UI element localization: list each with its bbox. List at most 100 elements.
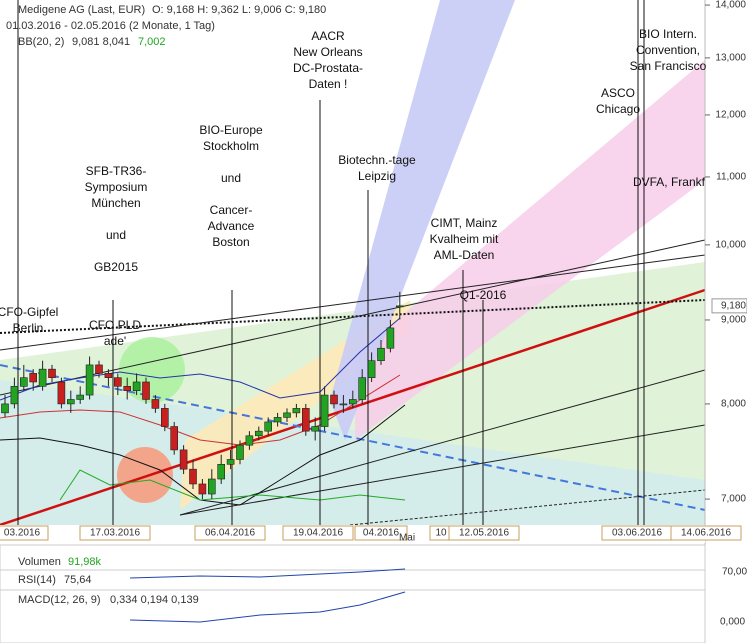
candle-body <box>208 478 216 495</box>
red-circle <box>117 447 173 503</box>
candle-body <box>76 394 84 400</box>
rsi-axis: 70,00 <box>722 567 747 578</box>
candle-body <box>217 464 225 480</box>
annotation: CFO-Gipfel <box>0 305 58 319</box>
y-tick-label: 9,000 <box>721 315 746 326</box>
date-box <box>670 525 742 541</box>
rsi-line <box>129 568 406 579</box>
candle-body <box>29 373 38 383</box>
candle-body <box>123 386 131 391</box>
ohlc: O: 9,168 H: 9,362 L: 9,006 C: 9,180 <box>152 4 326 16</box>
candle-body <box>179 449 188 470</box>
bb-upper <box>0 317 401 401</box>
indicator-line <box>59 469 406 501</box>
annotation: BIO-Europe <box>199 123 263 137</box>
macd-values: 0,334 0,194 0,139 <box>110 594 199 606</box>
annotation: Convention, <box>636 43 700 57</box>
trend-line <box>179 424 706 516</box>
candle-body <box>161 408 169 427</box>
y-tick-label: 14,000 <box>715 0 746 11</box>
annotation: CIMT, Mainz <box>431 216 498 230</box>
bb-values: 9,081 8,041 <box>72 36 130 48</box>
annotation: DC-Prostata- <box>293 61 363 75</box>
annotation: GB2015 <box>94 260 138 274</box>
candle-body <box>57 381 66 405</box>
candle-body <box>348 399 357 405</box>
date-box <box>282 525 354 541</box>
annotation: Cancer- <box>210 203 253 217</box>
annotation: Kvalheim mit <box>430 232 499 246</box>
instrument: Medigene AG (Last, EUR) <box>18 4 145 16</box>
candle-body <box>38 368 47 387</box>
volume-label: Volumen <box>18 556 61 568</box>
date-label: 17.03.2016 <box>90 528 140 539</box>
macd-line <box>129 591 406 623</box>
range: 01.03.2016 - 02.05.2016 (2 Monate, 1 Tag… <box>6 20 215 32</box>
candle-body <box>95 364 103 374</box>
annotation: CFO PLD <box>89 318 141 332</box>
annotation: Berlin <box>13 321 44 335</box>
candle-body <box>395 305 404 308</box>
annotation: München <box>91 196 140 210</box>
drawing-tools <box>0 0 706 527</box>
annotation: AML-Daten <box>434 248 495 262</box>
bb-middle <box>0 374 401 446</box>
macd-panel <box>0 589 706 643</box>
annotation: New Orleans <box>293 45 362 59</box>
candle-body <box>236 444 244 460</box>
dotted-line <box>0 299 706 334</box>
trend-line <box>0 239 706 396</box>
macd-label: MACD(12, 26, 9) <box>18 594 101 606</box>
y-tick-label: 12,000 <box>715 110 746 121</box>
volume-panel <box>0 544 706 571</box>
candle-body <box>386 327 395 349</box>
date-box <box>448 525 520 541</box>
annotation: Stockholm <box>203 139 259 153</box>
blue-channel <box>330 0 515 440</box>
annotation: Biotechn.-tage <box>338 153 416 167</box>
candle-body <box>255 430 263 437</box>
candle-body <box>85 364 94 396</box>
annotation: AACR <box>311 29 345 43</box>
date-label: 12.05.2016 <box>459 528 509 539</box>
date-label: Mai <box>399 533 415 544</box>
candle-body <box>245 435 254 446</box>
annotation: Q1-2016 <box>460 288 507 302</box>
last-price-box <box>711 298 747 314</box>
annotation: Daten ! <box>309 77 348 91</box>
candle-body <box>189 468 197 485</box>
rsi-panel <box>0 569 706 591</box>
date-label: 14.06.2016 <box>681 528 731 539</box>
date-label: 04.2016 <box>363 528 400 539</box>
event-lines <box>17 0 645 525</box>
green-circle <box>119 337 185 403</box>
annotation: Advance <box>208 219 255 233</box>
candle-body <box>264 421 273 432</box>
annotation: und <box>106 228 126 242</box>
annotation: BIO Intern. <box>639 27 697 41</box>
annotation: DVFA, Frankf <box>633 175 706 189</box>
macd-axis: 0,000 <box>720 617 745 628</box>
last-price-label: 9,180 <box>721 300 746 311</box>
annotation: Symposium <box>85 180 148 194</box>
y-tick-label: 10,000 <box>715 240 746 251</box>
candle-body <box>311 426 320 432</box>
y-tick-label: 11,000 <box>716 172 746 183</box>
pink-channel <box>355 60 705 440</box>
candle-body <box>330 394 338 405</box>
annotation: San Francisco <box>630 59 707 73</box>
y-tick-label: 8,000 <box>721 399 746 410</box>
candle-body <box>67 399 75 405</box>
candle-body <box>151 399 160 409</box>
rsi-value: 75,64 <box>64 574 92 586</box>
candle-body <box>292 408 301 414</box>
candle-body <box>170 426 178 451</box>
candle-body <box>358 377 367 400</box>
annotation: Boston <box>212 235 249 249</box>
trend-line <box>0 254 706 351</box>
annotation: und <box>221 171 241 185</box>
candle-body <box>132 381 141 391</box>
annotation: ade' <box>104 334 126 348</box>
candle-body <box>114 377 122 387</box>
